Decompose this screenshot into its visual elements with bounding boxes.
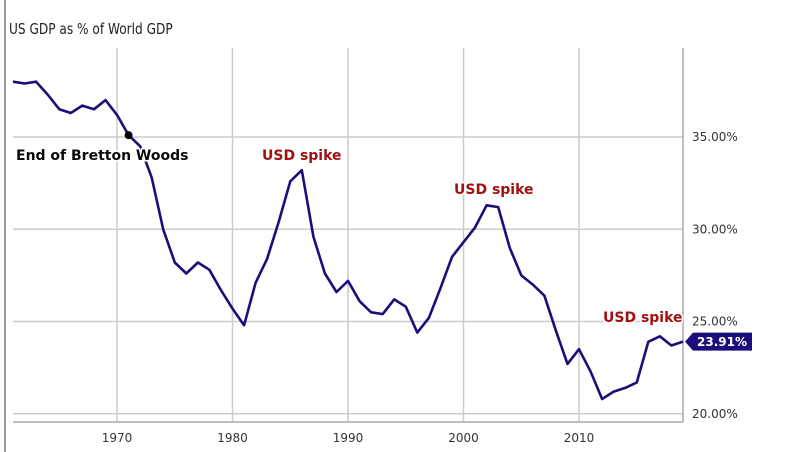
- x-tick-label: 1970: [102, 431, 133, 445]
- y-tick-label: 35.00%: [692, 130, 738, 144]
- y-tick-label: 30.00%: [692, 222, 738, 236]
- last-value-label: 23.91%: [697, 335, 747, 349]
- annotation-label: End of Bretton Woods: [16, 148, 188, 164]
- x-tick-label: 2000: [448, 431, 479, 445]
- x-tick-label: 2010: [564, 431, 595, 445]
- bretton-woods-marker: [124, 131, 133, 140]
- last-value-badge: [685, 332, 752, 351]
- x-tick-label: 1990: [333, 431, 364, 445]
- y-tick-label: 20.00%: [692, 407, 738, 421]
- y-tick-label: 25.00%: [692, 315, 738, 329]
- annotation-label: USD spike: [262, 148, 342, 164]
- annotation-label: USD spike: [603, 310, 683, 326]
- x-tick-label: 1980: [217, 431, 248, 445]
- annotation-label: USD spike: [454, 182, 534, 198]
- chart-title: US GDP as % of World GDP: [9, 20, 173, 38]
